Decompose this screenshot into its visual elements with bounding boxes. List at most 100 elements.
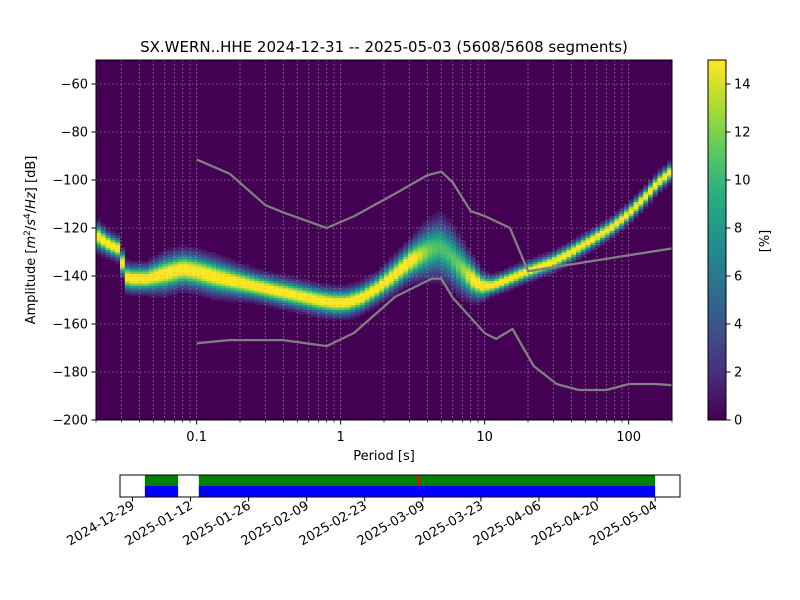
heatmap-cell <box>552 268 558 272</box>
heatmap-cell <box>326 285 332 289</box>
heatmap-cell <box>441 273 447 277</box>
heatmap-cell <box>393 276 399 279</box>
heatmap-cell <box>384 283 390 286</box>
heatmap-cell <box>451 237 457 241</box>
heatmap-cell <box>211 290 217 294</box>
heatmap-cell <box>633 208 639 212</box>
heatmap-cell <box>172 288 178 291</box>
heatmap-cell <box>144 283 150 286</box>
heatmap-cell <box>360 288 366 291</box>
heatmap-cell <box>432 225 438 229</box>
heatmap-cell <box>422 259 428 262</box>
y-tick-label: −80 <box>61 126 88 141</box>
heatmap-cell <box>292 302 298 306</box>
heatmap-cell <box>172 256 178 260</box>
heatmap-cell <box>273 288 279 291</box>
heatmap-cell <box>211 273 217 277</box>
heatmap-cell <box>283 307 289 310</box>
heatmap-cell <box>523 273 529 277</box>
heatmap-cell <box>484 288 490 291</box>
heatmap-cell <box>254 280 260 284</box>
heatmap-cell <box>403 283 409 286</box>
heatmap-cell <box>307 314 313 318</box>
heatmap-cell <box>537 256 543 260</box>
heatmap-cell <box>268 290 274 294</box>
heatmap-cell <box>460 242 466 246</box>
heatmap-cell <box>427 247 433 250</box>
heatmap-cell <box>441 261 447 265</box>
heatmap-cell <box>374 288 380 291</box>
heatmap-cell <box>283 292 289 296</box>
heatmap-cell <box>379 297 385 301</box>
heatmap-cell <box>595 237 601 241</box>
heatmap-cell <box>163 254 169 258</box>
heatmap-cell <box>316 307 322 310</box>
heatmap-cell <box>288 288 294 291</box>
heatmap-cell <box>115 240 121 243</box>
coverage-data-bar <box>144 486 179 497</box>
heatmap-cell <box>120 259 126 262</box>
heatmap-cell <box>177 244 183 248</box>
heatmap-cell <box>196 268 202 272</box>
heatmap-cell <box>220 271 226 274</box>
heatmap-cell <box>331 292 337 296</box>
heatmap-cell <box>283 280 289 284</box>
heatmap-cell <box>230 276 236 279</box>
y-axis-label-part: 4 <box>23 213 33 219</box>
heatmap-cell <box>441 218 447 222</box>
y-axis-label: Amplitude [m2/s4/Hz] [dB] <box>23 156 39 325</box>
heatmap-cell <box>240 273 246 277</box>
heatmap-cell <box>480 268 486 272</box>
heatmap-cell <box>432 213 438 217</box>
y-axis-label-part: ] [dB] <box>24 156 39 193</box>
heatmap-cell <box>220 264 226 267</box>
heatmap-cell <box>302 309 308 313</box>
heatmap-cell <box>446 259 452 262</box>
heatmap-cell <box>484 297 490 301</box>
heatmap-cell <box>268 273 274 277</box>
heatmap-cell <box>201 252 207 255</box>
heatmap-cell <box>115 249 121 253</box>
heatmap-cell <box>115 256 121 260</box>
chart-title: SX.WERN..HHE 2024-12-31 -- 2025-05-03 (5… <box>140 38 628 56</box>
heatmap-cell <box>542 268 548 272</box>
y-tick-label: −140 <box>52 270 88 285</box>
heatmap-cell <box>652 192 658 195</box>
heatmap-cell <box>614 228 620 231</box>
heatmap-cell <box>201 249 207 253</box>
heatmap-cell <box>177 254 183 258</box>
heatmap-cell <box>436 230 442 234</box>
heatmap-cell <box>225 285 231 289</box>
heatmap-cell <box>624 208 630 212</box>
heatmap-cell <box>556 256 562 260</box>
heatmap-cell <box>168 249 174 253</box>
heatmap-cell <box>350 288 356 291</box>
heatmap-cell <box>288 283 294 286</box>
heatmap-cell <box>201 292 207 296</box>
heatmap-cell <box>648 182 654 186</box>
heatmap-cell <box>427 273 433 277</box>
heatmap-cell <box>254 297 260 301</box>
heatmap-cell <box>595 230 601 234</box>
heatmap-cell <box>283 290 289 294</box>
heatmap-cell <box>388 285 394 289</box>
heatmap-cell <box>283 288 289 291</box>
heatmap-cell <box>465 266 471 270</box>
heatmap-cell <box>302 280 308 284</box>
heatmap-cell <box>556 268 562 272</box>
heatmap-cell <box>470 271 476 274</box>
heatmap-cell <box>196 285 202 289</box>
heatmap-cell <box>148 271 154 274</box>
heatmap-cell <box>470 285 476 289</box>
heatmap-cell <box>345 295 351 298</box>
heatmap-cell <box>96 232 102 236</box>
heatmap-cell <box>283 278 289 282</box>
heatmap-cell <box>504 276 510 279</box>
heatmap-cell <box>139 283 145 286</box>
heatmap-cell <box>643 187 649 190</box>
heatmap-cell <box>465 297 471 301</box>
heatmap-cell <box>580 252 586 255</box>
heatmap-cell <box>600 230 606 234</box>
heatmap-cell <box>633 213 639 217</box>
timeline-date-axis: 2024-12-292025-01-122025-01-262025-02-09… <box>65 497 660 549</box>
